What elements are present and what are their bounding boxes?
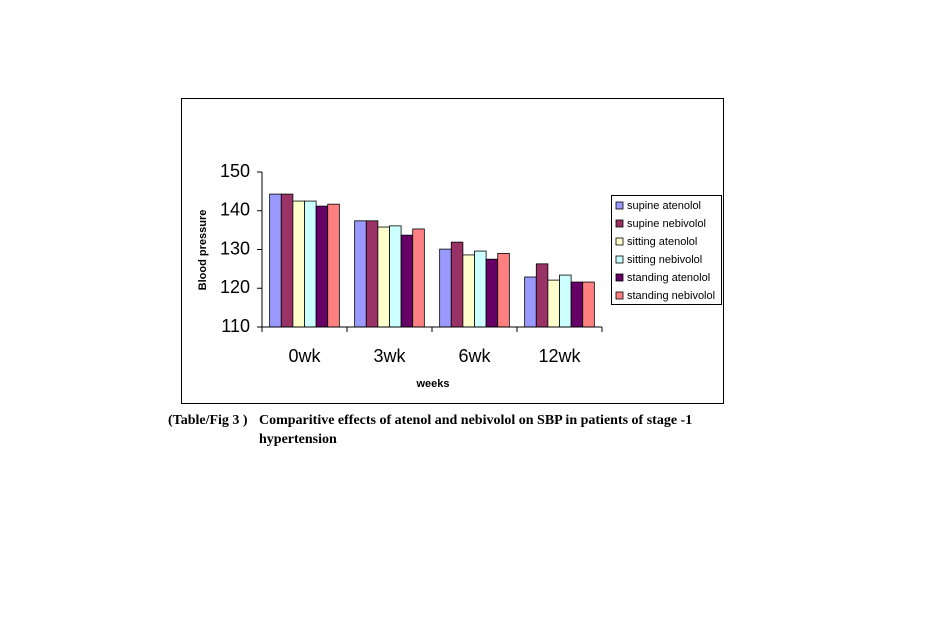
caption-line: Comparitive effects of atenol and nebivo… — [259, 413, 692, 428]
legend-swatch — [615, 201, 624, 210]
bar — [327, 203, 340, 328]
legend-label: supine nebivolol — [627, 218, 706, 230]
legend-swatch — [615, 291, 624, 300]
caption-line: hypertension — [259, 432, 337, 447]
y-tick-label: 150 — [220, 161, 250, 181]
bar — [269, 193, 282, 328]
legend-label: supine atenolol — [627, 200, 701, 212]
legend-swatch — [615, 237, 624, 246]
y-tick-label: 130 — [220, 238, 250, 258]
bar — [389, 225, 402, 328]
legend-label: standing atenolol — [627, 272, 710, 284]
bar — [547, 279, 560, 328]
x-axis-title: weeks — [415, 378, 449, 390]
bar — [304, 200, 317, 328]
bar — [485, 258, 499, 328]
bar — [497, 252, 510, 328]
bar — [439, 248, 452, 328]
bar — [377, 226, 390, 328]
legend-label: sitting nebivolol — [627, 254, 702, 266]
bar — [559, 274, 572, 328]
y-tick-label: 140 — [220, 200, 250, 220]
bar — [412, 228, 425, 328]
bar — [524, 276, 537, 328]
bar — [354, 220, 367, 328]
bar — [535, 263, 549, 328]
legend-box — [611, 195, 722, 305]
x-tick-label: 0wk — [288, 346, 321, 366]
caption-label: (Table/Fig 3 ) — [168, 413, 248, 428]
bar — [365, 220, 379, 328]
bar — [450, 241, 464, 328]
y-axis-title: Blood pressure — [197, 210, 209, 291]
bar — [582, 281, 595, 328]
bar — [315, 205, 329, 328]
bar — [280, 193, 294, 328]
x-tick-label: 3wk — [373, 346, 406, 366]
legend-label: standing nebivolol — [627, 290, 715, 302]
x-tick-label: 6wk — [458, 346, 491, 366]
y-tick-label: 110 — [221, 316, 250, 336]
bar — [474, 250, 487, 328]
legend-label: sitting atenolol — [627, 236, 697, 248]
y-tick-label: 120 — [220, 277, 250, 297]
bar — [292, 200, 305, 328]
x-tick-label: 12wk — [538, 346, 581, 366]
bar — [462, 254, 475, 328]
legend-swatch — [615, 255, 624, 264]
legend-swatch — [615, 219, 624, 228]
legend-swatch — [615, 273, 624, 282]
bar — [570, 281, 584, 328]
bar — [400, 234, 414, 328]
